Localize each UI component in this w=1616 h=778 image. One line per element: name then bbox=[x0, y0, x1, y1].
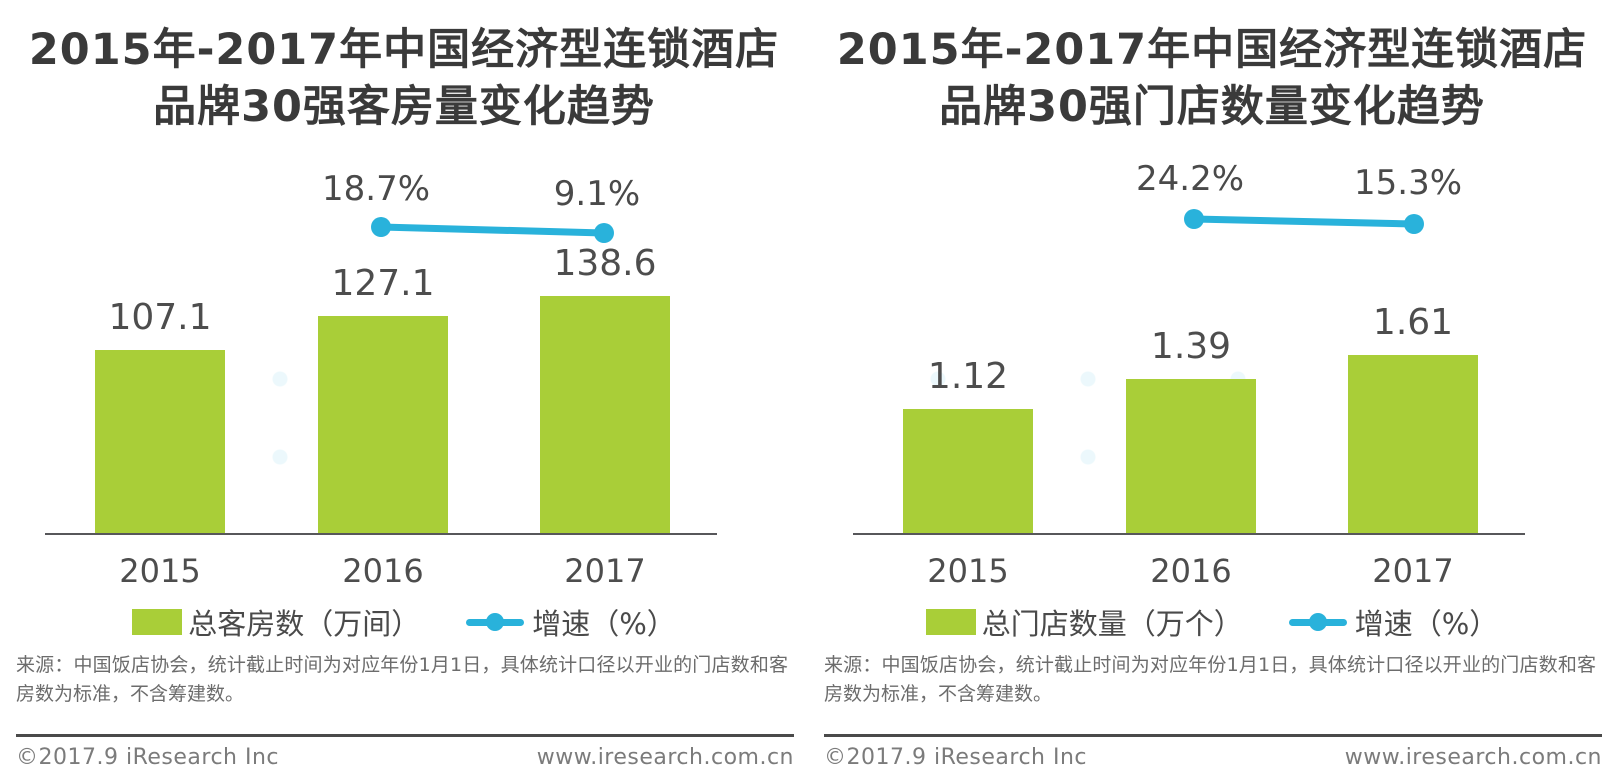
bar-2017 bbox=[540, 296, 670, 533]
growth-label-2016: 24.2% bbox=[1135, 159, 1245, 199]
x-tick-2016: 2016 bbox=[1150, 552, 1232, 590]
trend-point-2017-icon bbox=[1404, 214, 1424, 234]
bar-group-2015: 1.12 bbox=[903, 356, 1033, 533]
source-note: 来源：中国饭店协会，统计截止时间为对应年份1月1日，具体统计口径以开业的门店数和… bbox=[824, 654, 1596, 706]
x-axis-line bbox=[853, 533, 1525, 535]
bar-legend-swatch-icon bbox=[925, 609, 976, 635]
source-note: 来源：中国饭店协会，统计截止时间为对应年份1月1日，具体统计口径以开业的门店数和… bbox=[16, 654, 788, 706]
growth-label-2017: 9.1% bbox=[553, 174, 641, 214]
growth-label-2016: 18.7% bbox=[321, 169, 431, 209]
chart-title-stores: 2015年-2017年中国经济型连锁酒店品牌30强门店数量变化趋势 bbox=[836, 25, 1588, 132]
chart-panel-rooms: 2015年-2017年中国经济型连锁酒店品牌30强客房量变化趋势 18.7% 9… bbox=[0, 0, 808, 778]
x-tick-2015: 2015 bbox=[119, 552, 201, 590]
legend: 总客房数（万间） 增速（%） bbox=[0, 601, 808, 643]
legend-label-line: 增速（%） bbox=[532, 607, 676, 641]
line-legend-marker-icon bbox=[466, 618, 525, 626]
bar-value-label: 107.1 bbox=[108, 296, 212, 338]
x-tick-2017: 2017 bbox=[1372, 552, 1454, 590]
legend-label-line: 增速（%） bbox=[1354, 607, 1499, 641]
bar-2016 bbox=[318, 315, 448, 533]
bar-2016 bbox=[1126, 379, 1256, 533]
website-url: www.iresearch.com.cn bbox=[536, 745, 794, 770]
bar-2017 bbox=[1348, 355, 1478, 533]
legend-label-bars: 总客房数（万间） bbox=[188, 607, 421, 641]
copyright-text: ©2017.9 iResearch Inc bbox=[824, 745, 1088, 770]
legend: 总门店数量（万个） 增速（%） bbox=[808, 601, 1616, 643]
legend-label-bars: 总门店数量（万个） bbox=[981, 607, 1243, 641]
bar-group-2017: 1.61 bbox=[1348, 302, 1478, 533]
trend-point-2016-icon bbox=[1184, 209, 1204, 229]
trend-point-2016-icon bbox=[371, 217, 391, 237]
bar-value-label: 1.61 bbox=[1372, 302, 1454, 343]
bar-value-label: 1.12 bbox=[927, 356, 1009, 398]
x-axis-line bbox=[45, 533, 717, 535]
footer-divider bbox=[824, 734, 1602, 737]
line-legend-marker-icon bbox=[1288, 618, 1347, 626]
bar-legend-swatch-icon bbox=[132, 609, 183, 635]
bar-value-label: 1.39 bbox=[1150, 326, 1232, 368]
x-tick-2016: 2016 bbox=[342, 552, 424, 590]
website-url: www.iresearch.com.cn bbox=[1344, 745, 1602, 770]
bar-group-2016: 1.39 bbox=[1126, 326, 1256, 533]
bar-2015 bbox=[95, 349, 225, 533]
bar-group-2015: 107.1 bbox=[95, 297, 225, 533]
bar-group-2017: 138.6 bbox=[540, 243, 670, 533]
trend-point-2017-icon bbox=[594, 223, 614, 243]
x-tick-2017: 2017 bbox=[564, 552, 646, 590]
bar-2015 bbox=[903, 409, 1033, 533]
x-tick-2015: 2015 bbox=[927, 552, 1009, 590]
bar-group-2016: 127.1 bbox=[318, 263, 448, 533]
footer: ©2017.9 iResearch Inc www.iresearch.com.… bbox=[824, 745, 1602, 770]
growth-label-2017: 15.3% bbox=[1353, 163, 1463, 203]
bar-value-label: 138.6 bbox=[553, 243, 657, 284]
footer: ©2017.9 iResearch Inc www.iresearch.com.… bbox=[16, 745, 794, 770]
bar-value-label: 127.1 bbox=[331, 262, 435, 304]
footer-divider bbox=[16, 734, 794, 737]
copyright-text: ©2017.9 iResearch Inc bbox=[16, 745, 280, 770]
chart-panel-stores: 2015年-2017年中国经济型连锁酒店品牌30强门店数量变化趋势 24.2% … bbox=[808, 0, 1616, 778]
chart-title-rooms: 2015年-2017年中国经济型连锁酒店品牌30强客房量变化趋势 bbox=[28, 25, 780, 132]
